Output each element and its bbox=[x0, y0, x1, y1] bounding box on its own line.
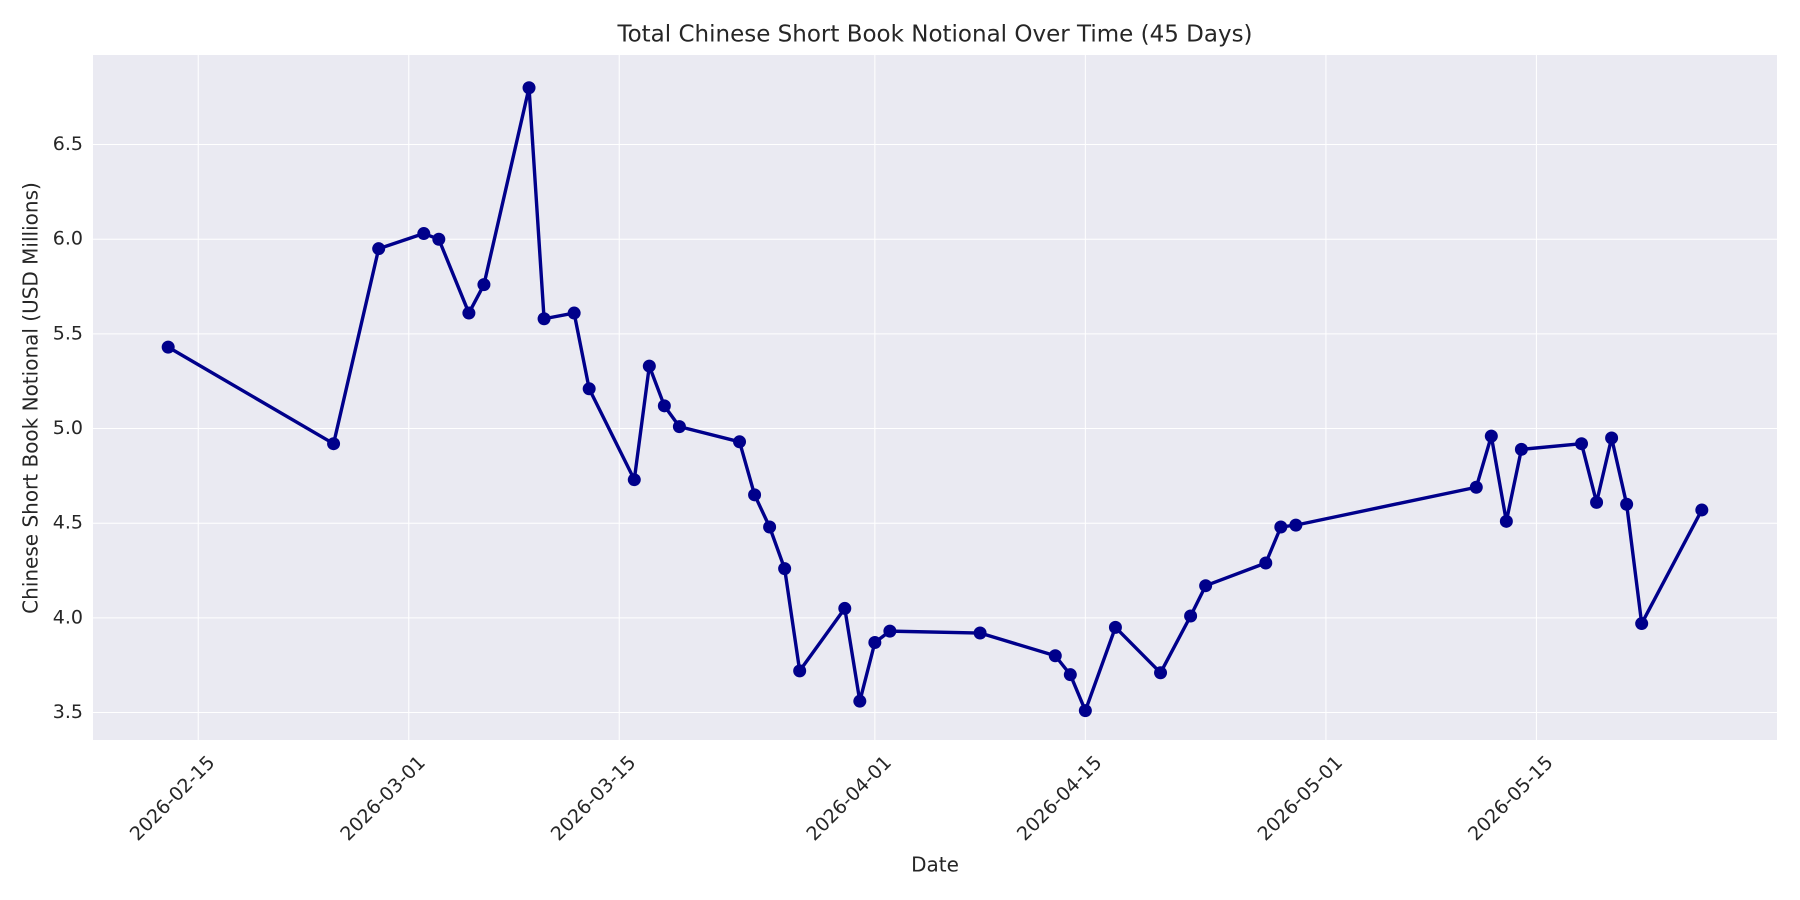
data-point bbox=[763, 520, 777, 534]
data-point bbox=[748, 488, 762, 502]
y-tick-label: 3.5 bbox=[53, 701, 83, 723]
data-point bbox=[1108, 620, 1122, 634]
data-point bbox=[1590, 495, 1604, 509]
data-point bbox=[1048, 649, 1062, 663]
y-tick-label: 6.0 bbox=[53, 228, 83, 250]
data-point bbox=[1635, 617, 1649, 631]
data-point bbox=[432, 232, 446, 246]
data-point bbox=[1063, 668, 1077, 682]
data-point bbox=[1484, 429, 1498, 443]
data-point bbox=[1620, 497, 1634, 511]
x-tick-label: 2026-02-15 bbox=[126, 752, 220, 846]
data-point bbox=[853, 694, 867, 708]
data-point bbox=[1605, 431, 1619, 445]
data-point bbox=[567, 306, 581, 320]
data-point bbox=[1259, 556, 1273, 570]
data-point bbox=[672, 420, 686, 434]
data-point bbox=[627, 473, 641, 487]
data-point bbox=[161, 340, 175, 354]
data-point bbox=[778, 562, 792, 576]
data-point bbox=[372, 242, 386, 256]
data-point bbox=[327, 437, 341, 451]
data-point bbox=[733, 435, 747, 449]
chart-title: Total Chinese Short Book Notional Over T… bbox=[616, 22, 1252, 48]
data-point bbox=[1514, 442, 1528, 456]
data-point bbox=[1499, 514, 1513, 528]
x-tick-label: 2026-03-15 bbox=[547, 752, 641, 846]
x-tick-label: 2026-05-01 bbox=[1253, 752, 1347, 846]
data-point bbox=[582, 382, 596, 396]
x-tick-label: 2026-04-15 bbox=[1013, 752, 1107, 846]
data-point bbox=[462, 306, 476, 320]
data-point bbox=[522, 81, 536, 95]
plot-area bbox=[93, 55, 1777, 740]
data-point bbox=[417, 227, 431, 241]
y-tick-label: 4.0 bbox=[53, 606, 83, 628]
x-tick-label: 2026-03-01 bbox=[336, 752, 430, 846]
data-point bbox=[477, 278, 491, 292]
data-point bbox=[1289, 518, 1303, 532]
data-point bbox=[1199, 579, 1213, 593]
data-point bbox=[793, 664, 807, 678]
data-point bbox=[1695, 503, 1709, 517]
y-tick-label: 5.5 bbox=[53, 322, 83, 344]
data-point bbox=[1078, 704, 1092, 718]
data-point bbox=[1184, 609, 1198, 623]
data-point bbox=[1575, 437, 1589, 451]
x-axis-label: Date bbox=[911, 853, 959, 877]
y-tick-label: 4.5 bbox=[53, 512, 83, 534]
x-tick-label: 2026-04-01 bbox=[802, 752, 896, 846]
data-point bbox=[868, 635, 882, 649]
data-point bbox=[642, 359, 656, 373]
data-point bbox=[1154, 666, 1168, 680]
data-point bbox=[657, 399, 671, 413]
y-tick-label: 6.5 bbox=[53, 133, 83, 155]
y-tick-label: 5.0 bbox=[53, 417, 83, 439]
data-point bbox=[973, 626, 987, 640]
data-point bbox=[883, 624, 897, 638]
data-point bbox=[1274, 520, 1288, 534]
data-point bbox=[838, 601, 852, 615]
data-point bbox=[537, 312, 551, 326]
y-axis-label: Chinese Short Book Notional (USD Million… bbox=[19, 182, 43, 614]
data-point bbox=[1469, 480, 1483, 494]
x-tick-label: 2026-05-15 bbox=[1464, 752, 1558, 846]
